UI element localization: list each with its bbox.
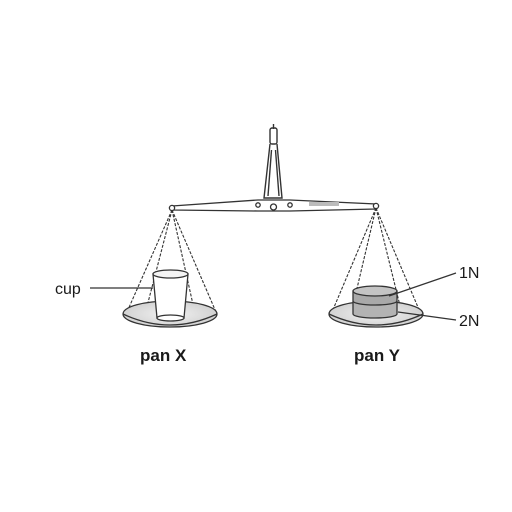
- right-pan-chains: [331, 207, 421, 319]
- weight-1n-leader-line: [388, 272, 457, 297]
- pan-x-label: pan X: [140, 346, 187, 365]
- pan-y-label: pan Y: [354, 346, 401, 365]
- hanger-hook: [263, 124, 283, 199]
- balance-beam: [168, 199, 380, 212]
- leader-lines: [90, 272, 457, 321]
- weight-stack: [352, 285, 398, 319]
- cup-label: cup: [55, 281, 81, 298]
- left-pan-chains: [126, 209, 217, 319]
- cup: [152, 269, 189, 322]
- weight-2n-leader-line: [397, 311, 457, 321]
- weight-2n-label: 2N: [459, 313, 479, 330]
- weight-1n-label: 1N: [459, 265, 479, 282]
